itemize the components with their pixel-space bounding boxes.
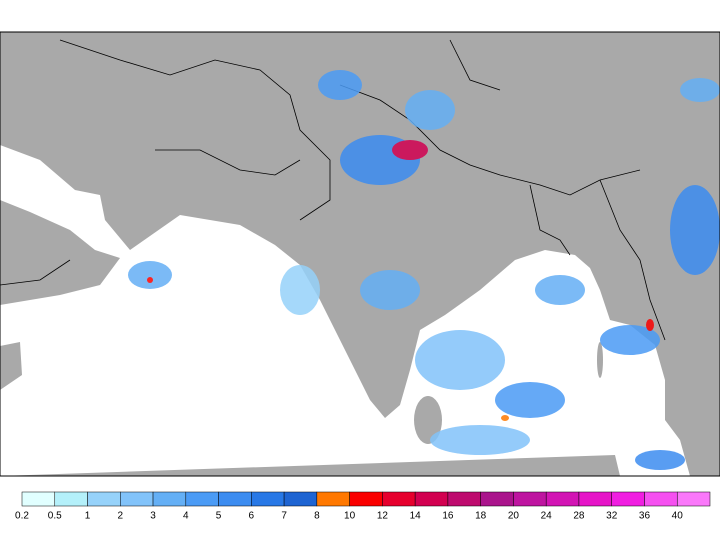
rain-area [392,140,428,160]
colorbar-label: 40 [672,511,684,522]
rain-area [535,275,585,305]
colorbar-label: 10 [344,511,356,522]
colorbar-box [152,491,187,507]
rain-area [495,382,565,418]
rain-area [405,90,455,130]
rain-area [670,185,720,275]
island [414,396,442,444]
rain-area [415,330,505,390]
colorbar-label: 2 [118,511,124,522]
border [339,84,641,196]
colorbar-box [251,491,285,507]
colorbar: 0.2 0.5 1 2 3 4 5 6 7 8 10 12 14 16 18 20 24 28 32 36 40 [15,491,711,522]
colorbar-label: 14 [410,511,422,522]
colorbar-box [87,491,121,507]
island [597,342,603,378]
colorbar-box [480,491,514,507]
rain-area [280,265,320,315]
map-frame [0,31,720,477]
peninsula-coast [0,200,120,305]
colorbar-box [676,491,711,507]
colorbar-label: 16 [442,511,454,522]
border [155,149,301,176]
colorbar-box [382,491,416,507]
colorbar-box [611,491,645,507]
rain-area [430,425,530,455]
rain-area [646,319,654,331]
colorbar-label: 24 [541,511,553,522]
colorbar-label: 36 [639,511,651,522]
colorbar-box [545,491,580,507]
colorbar-label: 20 [508,511,520,522]
border [0,259,71,286]
colorbar-label: 8 [314,511,320,522]
gulf [0,150,68,212]
borders [0,39,666,341]
colorbar-box [185,491,219,507]
border [59,39,331,221]
rain-area [147,277,153,283]
colorbar-label: 12 [377,511,389,522]
precipitation [128,70,720,470]
colorbar-label: 3 [150,511,156,522]
rain-area [501,415,509,421]
rain-area [635,450,685,470]
colorbar-box [513,491,547,507]
colorbar-box [447,491,481,507]
colorbar-box [349,491,383,507]
colorbar-box [120,491,154,507]
colorbar-label: 18 [475,511,487,522]
rain-area [680,78,720,102]
rain-area [360,270,420,310]
colorbar-label: 1 [85,511,91,522]
border [599,179,666,341]
border [529,184,571,256]
colorbar-box [578,491,612,507]
colorbar-label: 0.2 [15,511,29,522]
colorbar-box [644,491,678,507]
colorbar-label: 5 [216,511,222,522]
rain-area [318,70,362,100]
rain-area [128,261,172,289]
colorbar-label: 6 [249,511,255,522]
rain-area [600,325,660,355]
map [0,31,720,477]
colorbar-box [316,491,350,507]
colorbar-box [54,491,88,507]
colorbar-label: 32 [606,511,618,522]
colorbar-box [218,491,252,507]
colorbar-box [283,491,318,507]
colorbar-box [414,491,449,507]
colorbar-label: 7 [281,511,287,522]
colorbar-box [21,491,56,507]
colorbar-label: 4 [183,511,189,522]
colorbar-label: 28 [573,511,585,522]
colorbar-label: 0.5 [48,511,62,522]
border [449,39,501,91]
